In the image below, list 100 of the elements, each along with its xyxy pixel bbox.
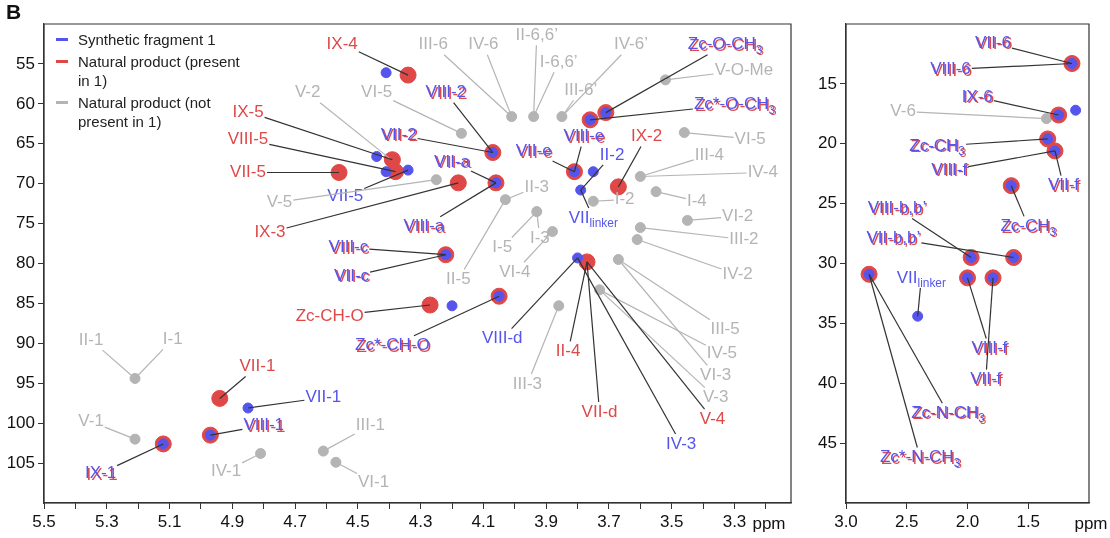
annotation: VI-5 [361,82,393,102]
annotation: VIII-2 [425,82,467,102]
annotation: III-1 [355,415,386,435]
x-tick-label: 5.3 [94,511,119,531]
y-tick-label: 90 [16,333,35,353]
annotation: IX-1 [84,463,117,483]
legend-label: Synthetic fragment 1 [78,30,216,49]
annotation: VII-a [434,151,471,171]
x-tick-label: 4.7 [283,511,307,531]
x-tick-label: 3.7 [597,511,621,531]
annotation: IV-6’ [613,34,648,54]
annotation: I-2 [614,189,635,209]
x-tick-label: 3.9 [534,511,559,531]
annotation: VII-e [515,141,552,161]
annotation: II-1 [78,329,104,349]
y-tick-label: 30 [818,253,837,273]
annotation: VI-1 [357,471,390,491]
annotation: II-6,6’ [515,24,559,44]
legend-label: Natural product (present in 1) [78,52,241,90]
annotation: VII-f [970,369,1002,389]
annotation: VII-1 [305,387,342,407]
annotation: VIII-d [481,328,523,348]
annotation: IV-5 [706,343,738,363]
x-tick-label: 5.5 [32,511,56,531]
annotation: IX-5 [232,101,264,121]
annotation: IX-2 [631,126,663,146]
annotation: Zc*-CH-O [355,335,430,355]
annotation: VIII-5 [227,129,269,149]
annotation: V-4 [699,408,726,428]
annotation: II-5 [446,269,471,289]
y-tick-label: 35 [818,313,837,333]
annotation: V-3 [702,387,729,407]
annotation: III-4 [694,144,725,164]
annotation: VIII-f [931,159,968,179]
annotation: VI-3 [700,364,732,384]
annotation: VIII-6 [930,59,971,79]
annotation: VIII-c [328,237,369,257]
annotation: I-6,6’ [539,52,578,72]
x-tick-label: 2.0 [955,511,980,531]
annotation: V-2 [294,82,321,102]
y-tick-label: 75 [16,213,35,233]
x-tick-label: 3.5 [659,511,684,531]
annotation: VII-d [581,401,618,421]
y-tick-label: 45 [818,432,837,452]
annotation: III-3 [512,373,543,393]
annotation: VII-5 [327,186,364,206]
annotation: III-5 [710,319,740,339]
x-tick-label: 4.9 [220,511,245,531]
annotation: I-4 [686,190,707,210]
annotation: III-6 [418,34,448,54]
annotation: VIII-e [563,126,605,146]
y-tick-label: 25 [818,193,837,213]
annotation: IV-1 [210,460,242,480]
annotation: VI-2 [722,206,754,226]
x-tick-label: 4.5 [346,511,370,531]
chart-title: B [6,0,22,24]
annotation: VI-4 [499,261,531,281]
y-tick-label: 80 [16,253,35,273]
x-axis-title: ppm [1074,513,1108,533]
x-axis-title: ppm [752,513,786,533]
annotation: IX-6 [961,86,993,106]
x-tick-label: 3.0 [834,511,858,531]
annotation: V-O-Me [714,59,774,79]
y-tick-label: 85 [16,293,35,313]
x-tick-label: 4.1 [471,511,496,531]
annotation: VIII-1 [243,415,285,435]
y-tick-label: 100 [6,412,35,432]
legend-label: Natural product (not present in 1) [78,94,211,130]
annotation: VII-6 [975,32,1011,52]
x-tick-label: 3.3 [722,511,747,531]
annotation: I-5 [492,237,513,257]
annotation: IV-6 [468,34,499,54]
annotation: IV-4 [747,162,778,182]
annotation: III-2 [729,229,759,249]
y-tick-label: 20 [818,133,837,153]
annotation: VII-5 [230,162,266,182]
annotation: VII-f [1047,175,1080,195]
annotation: IV-2 [722,264,753,284]
y-tick-label: 40 [818,372,837,392]
y-tick-label: 105 [6,452,35,472]
annotation: V-1 [78,411,104,431]
annotation: VIII-a [403,216,445,236]
y-tick-label: 65 [16,133,35,153]
x-tick-label: 5.1 [157,511,182,531]
annotation: VII-b,b’ [866,228,921,248]
annotation: IX-4 [326,33,358,53]
annotation: II-4 [555,341,581,360]
annotation: VIII-b,b’ [867,198,927,218]
y-tick-label: 60 [16,93,35,113]
annotation: II-2 [599,144,625,164]
annotation: V-6 [890,101,916,121]
annotation: II-3 [524,176,550,196]
y-tick-label: 70 [16,173,35,193]
x-tick-label: 1.5 [1016,511,1041,531]
annotation: IV-3 [666,433,697,453]
x-tick-label: 2.5 [894,511,919,531]
annotation: VI-5 [734,128,766,148]
x-tick-label: 4.3 [408,511,433,531]
annotation: Zc-CH-O [295,305,364,325]
annotation: VII-c [334,265,370,285]
